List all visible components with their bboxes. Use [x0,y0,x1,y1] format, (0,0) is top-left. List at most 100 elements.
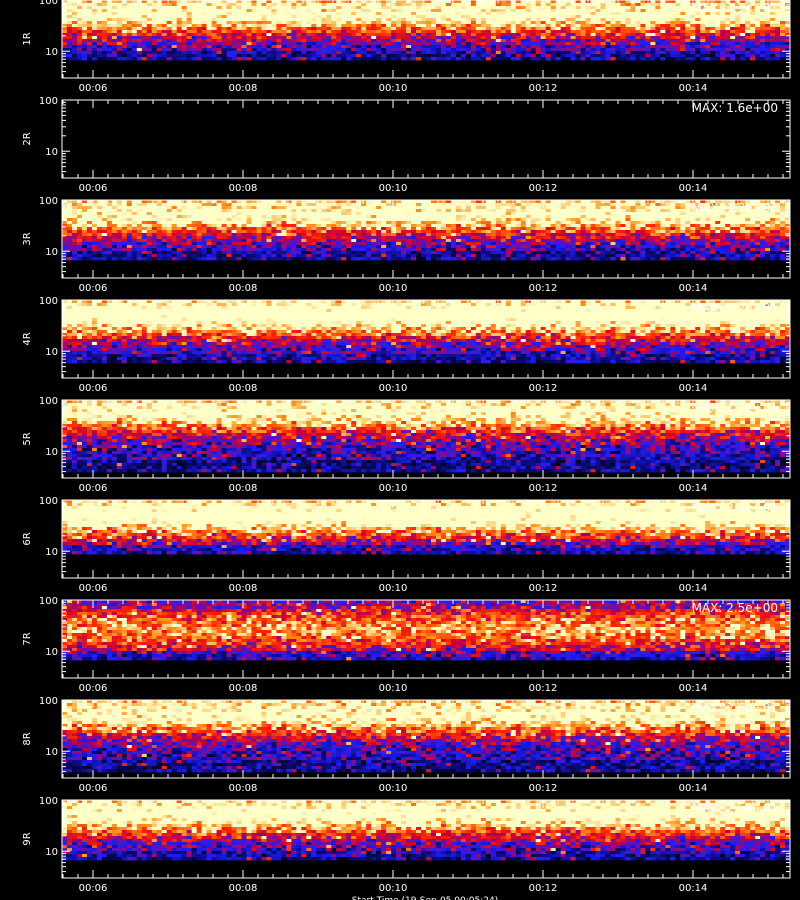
x-tick-label: 00:10 [379,683,408,694]
panel-5R: 10 100 5R 00:06 00:08 00:10 00:12 00:14 MAX: 1.7… [22,396,791,494]
x-tick-label: 00:12 [529,383,558,394]
x-tick-label: 00:06 [79,383,108,394]
plot-frame [61,99,791,179]
x-tick-label: 00:14 [679,683,708,694]
y-axis-label: 5R [22,432,33,445]
x-tick-label: 00:12 [529,283,558,294]
y-tick-label: 10 [45,747,58,758]
x-axis-ticks [62,700,784,778]
x-tick-label: 00:14 [679,383,708,394]
max-value-label: MAX: 1.7e+01 [692,401,778,415]
y-tick-label: 100 [39,796,58,807]
y-axis-ticks [62,0,790,79]
panel-3R: 10 100 3R 00:06 00:08 00:10 00:12 00:14 MAX: 1.3… [22,196,791,294]
y-tick-label: 100 [39,596,58,607]
x-tick-label: 00:14 [679,283,708,294]
x-tick-label: 00:10 [379,283,408,294]
y-tick-label: 10 [45,847,58,858]
x-tick-label: 00:08 [229,483,258,494]
x-tick-label: 00:12 [529,683,558,694]
x-axis-ticks [62,0,784,78]
x-tick-label: 00:10 [379,883,408,894]
x-axis-ticks [62,800,784,878]
plot-frame [61,399,791,479]
heatmap-cells [62,200,791,261]
y-tick-label: 100 [39,0,58,7]
panel-4R: 10 100 4R 00:06 00:08 00:10 00:12 00:14 MAX: 2.2… [22,296,791,394]
plot-frame [61,599,791,679]
panel-6R: 10 100 6R 00:06 00:08 00:10 00:12 00:14 MAX: 2.3… [22,496,791,594]
x-tick-label: 00:08 [229,283,258,294]
max-value-label: MAX: 2.5e+01 [692,801,778,815]
max-value-label: MAX: 1.3e+01 [692,201,778,215]
heatmap-cells [62,400,791,473]
y-tick-label: 100 [39,296,58,307]
max-value-label: MAX: 1.6e+00 [692,101,778,115]
x-tick-label: 00:14 [679,583,708,594]
plot-frame [61,699,791,779]
x-tick-label: 00:12 [529,483,558,494]
x-tick-label: 00:12 [529,883,558,894]
y-axis-label: 1R [22,32,33,45]
footer-start-time: Start Time (19-Sep-05 00:05:24) [352,896,498,900]
x-tick-label: 00:10 [379,183,408,194]
panel-9R: 10 100 9R 00:06 00:08 00:10 00:12 00:14 MAX: 2.5… [22,796,791,894]
y-tick-label: 100 [39,96,58,107]
panel-7R: 10 100 7R 00:06 00:08 00:10 00:12 00:14 MAX: 2.5… [22,596,791,694]
y-tick-label: 100 [39,196,58,207]
y-axis-label: 7R [22,632,33,645]
y-axis-label: 9R [22,832,33,845]
x-axis-ticks [62,200,784,278]
panel-1R: 10 100 1R 00:06 00:08 00:10 00:12 00:14 MAX: 1.5… [22,0,791,94]
y-axis-label: 2R [22,132,33,145]
x-tick-label: 00:06 [79,283,108,294]
y-tick-label: 10 [45,347,58,358]
x-tick-label: 00:12 [529,583,558,594]
y-axis-label: 4R [22,332,33,345]
max-value-label: MAX: 1.5e+01 [692,1,778,15]
x-tick-label: 00:08 [229,883,258,894]
y-axis-label: 3R [22,232,33,245]
heatmap-cells [62,700,791,773]
x-tick-label: 00:14 [679,883,708,894]
x-tick-label: 00:08 [229,683,258,694]
y-tick-label: 10 [45,147,58,158]
heatmap-cells [62,600,791,661]
y-axis-ticks [62,299,790,379]
x-tick-label: 00:14 [679,783,708,794]
y-axis-label: 8R [22,732,33,745]
x-tick-label: 00:06 [79,583,108,594]
plot-frame [61,299,791,379]
y-tick-label: 10 [45,47,58,58]
y-tick-label: 100 [39,696,58,707]
x-tick-label: 00:10 [379,483,408,494]
plot-frame [61,499,791,579]
x-axis-ticks [62,600,784,678]
x-tick-label: 00:06 [79,783,108,794]
x-tick-label: 00:06 [79,483,108,494]
x-tick-label: 00:12 [529,83,558,94]
x-tick-label: 00:14 [679,483,708,494]
x-tick-label: 00:08 [229,383,258,394]
plot-frame [61,799,791,879]
y-axis-ticks [62,799,790,879]
heatmap-cells [62,800,791,861]
x-tick-label: 00:08 [229,783,258,794]
x-tick-label: 00:06 [79,183,108,194]
x-tick-label: 00:08 [229,583,258,594]
x-axis-ticks [62,400,784,478]
plot-frame [61,199,791,279]
panel-2R: 10 100 2R 00:06 00:08 00:10 00:12 00:14 MAX: 1.6… [22,96,791,194]
y-tick-label: 100 [39,396,58,407]
x-tick-label: 00:10 [379,783,408,794]
heatmap-cells [62,500,791,555]
x-tick-label: 00:12 [529,783,558,794]
x-axis-ticks [62,300,784,378]
y-axis-ticks [62,399,790,479]
plot-frame [61,0,791,79]
y-tick-label: 100 [39,496,58,507]
x-tick-label: 00:06 [79,683,108,694]
max-value-label: MAX: 2.6e+01 [692,701,778,715]
